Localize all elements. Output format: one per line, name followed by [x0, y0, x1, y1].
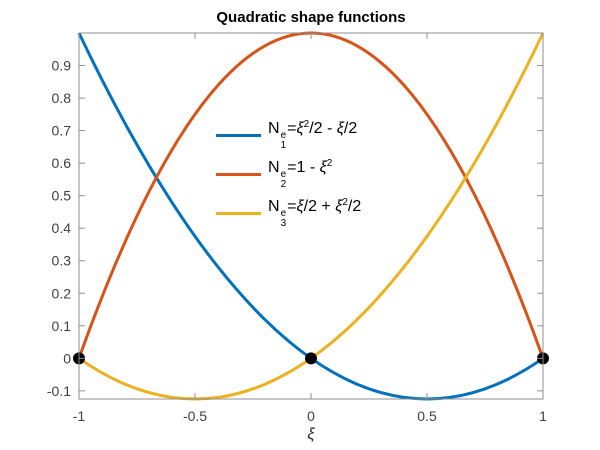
y-tick-label: 0.1 [52, 318, 72, 334]
y-tick-label: 0 [63, 350, 71, 366]
legend-line-sample [216, 212, 261, 215]
plot-title: Quadratic shape functions [216, 9, 406, 26]
series-line-n1 [77, 32, 544, 401]
y-tick-label: 0.4 [52, 220, 72, 236]
x-tick-label: -0.5 [183, 408, 207, 424]
series-line-n3 [78, 32, 545, 401]
y-tick-label: 0.8 [52, 90, 72, 106]
y-tick-label: 0.5 [52, 188, 72, 204]
y-tick-label: 0.7 [52, 123, 72, 139]
x-tick-label: 0 [307, 408, 315, 424]
x-axis-label: ξ [307, 426, 315, 443]
legend-line-sample [216, 173, 261, 176]
y-tick-label: 0.3 [52, 253, 72, 269]
node-marker [305, 352, 317, 365]
legend-line-sample [216, 134, 261, 137]
y-tick-label: 0.6 [52, 155, 72, 171]
y-tick-label: 0.9 [52, 58, 72, 74]
x-tick-label: 0.5 [417, 408, 437, 424]
x-tick-label: -1 [73, 408, 86, 424]
y-tick-label: -0.1 [47, 383, 71, 399]
x-tick-label: 1 [539, 408, 547, 424]
y-tick-label: 0.2 [52, 285, 72, 301]
